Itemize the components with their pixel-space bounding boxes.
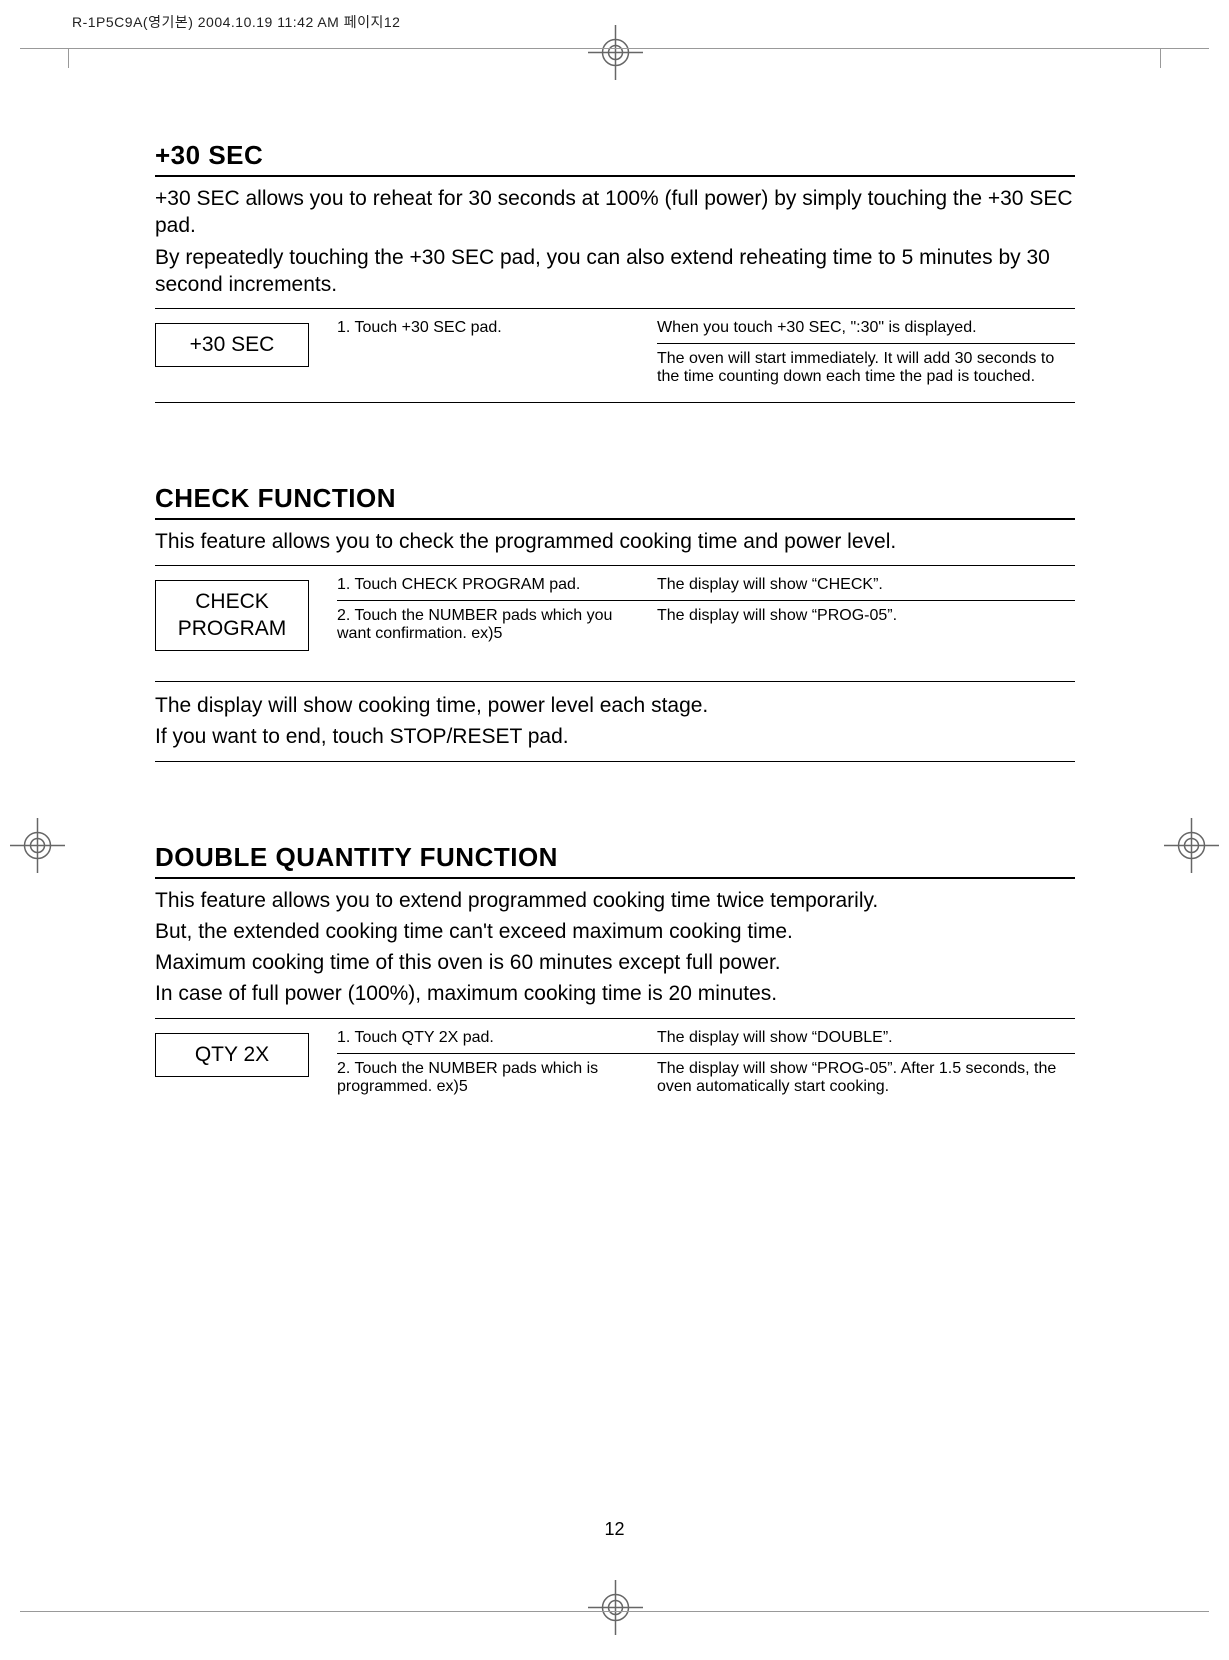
divider	[155, 1018, 1075, 1019]
divider	[155, 565, 1075, 566]
intro-text: +30 SEC allows you to reheat for 30 seco…	[155, 185, 1075, 240]
divider	[155, 308, 1075, 309]
outro-text: The display will show cooking time, powe…	[155, 692, 1075, 719]
header-meta: R-1P5C9A(영기본) 2004.10.19 11:42 AM 페이지12	[72, 12, 400, 32]
intro-text: But, the extended cooking time can't exc…	[155, 918, 1075, 945]
instruction-result: When you touch +30 SEC, ":30" is display…	[657, 319, 1075, 337]
instruction-row: 1. Touch CHECK PROGRAM pad. The display …	[337, 576, 1075, 594]
registration-mark-right-icon	[1164, 818, 1219, 873]
outro-text: If you want to end, touch STOP/RESET pad…	[155, 723, 1075, 750]
instruction-result: The display will show “DOUBLE”.	[657, 1029, 1075, 1047]
divider	[337, 600, 1075, 601]
instruction-action: 2. Touch the NUMBER pads which is progra…	[337, 1060, 637, 1096]
divider	[155, 518, 1075, 520]
divider	[155, 761, 1075, 762]
instruction-action: 1. Touch CHECK PROGRAM pad.	[337, 576, 637, 594]
instruction-action	[337, 350, 637, 386]
instruction-action: 2. Touch the NUMBER pads which you want …	[337, 607, 637, 643]
instruction-result: The display will show “PROG-05”.	[657, 607, 1075, 643]
instruction-block: CHECK PROGRAM 1. Touch CHECK PROGRAM pad…	[155, 576, 1075, 651]
pad-check-program: CHECK PROGRAM	[155, 580, 309, 651]
crop-tick-top-left	[68, 48, 69, 68]
content-area: +30 SEC +30 SEC allows you to reheat for…	[155, 140, 1075, 1102]
registration-mark-left-icon	[10, 818, 65, 873]
intro-text: This feature allows you to check the pro…	[155, 528, 1075, 555]
instruction-result: The oven will start immediately. It will…	[657, 350, 1075, 386]
intro-text: By repeatedly touching the +30 SEC pad, …	[155, 244, 1075, 299]
instruction-row: 1. Touch +30 SEC pad. When you touch +30…	[337, 319, 1075, 337]
divider	[657, 343, 1075, 344]
instruction-row: 2. Touch the NUMBER pads which is progra…	[337, 1060, 1075, 1096]
section-title-30sec: +30 SEC	[155, 140, 1075, 171]
pad-qty2x: QTY 2X	[155, 1033, 309, 1077]
divider	[155, 402, 1075, 403]
crop-tick-top-right	[1160, 48, 1161, 68]
registration-mark-bottom-icon	[588, 1580, 643, 1635]
instruction-row: The oven will start immediately. It will…	[337, 350, 1075, 386]
intro-text: This feature allows you to extend progra…	[155, 887, 1075, 914]
divider	[155, 681, 1075, 682]
intro-text: In case of full power (100%), maximum co…	[155, 980, 1075, 1007]
crop-line-bottom	[20, 1611, 1209, 1612]
pad-30sec: +30 SEC	[155, 323, 309, 367]
section-title-double: DOUBLE QUANTITY FUNCTION	[155, 842, 1075, 873]
section-title-check: CHECK FUNCTION	[155, 483, 1075, 514]
divider	[337, 1053, 1075, 1054]
instruction-row: 1. Touch QTY 2X pad. The display will sh…	[337, 1029, 1075, 1047]
page-number: 12	[604, 1519, 624, 1540]
divider	[155, 877, 1075, 879]
instruction-row: 2. Touch the NUMBER pads which you want …	[337, 607, 1075, 643]
instruction-result: The display will show “PROG-05”. After 1…	[657, 1060, 1075, 1096]
instruction-block: QTY 2X 1. Touch QTY 2X pad. The display …	[155, 1029, 1075, 1102]
instruction-action: 1. Touch +30 SEC pad.	[337, 319, 637, 337]
instruction-result: The display will show “CHECK”.	[657, 576, 1075, 594]
divider	[155, 175, 1075, 177]
intro-text: Maximum cooking time of this oven is 60 …	[155, 949, 1075, 976]
crop-line-top	[20, 48, 1209, 49]
instruction-action: 1. Touch QTY 2X pad.	[337, 1029, 637, 1047]
page: R-1P5C9A(영기본) 2004.10.19 11:42 AM 페이지12 …	[0, 0, 1229, 1660]
registration-mark-top-icon	[588, 25, 643, 80]
instruction-block: +30 SEC 1. Touch +30 SEC pad. When you t…	[155, 319, 1075, 392]
